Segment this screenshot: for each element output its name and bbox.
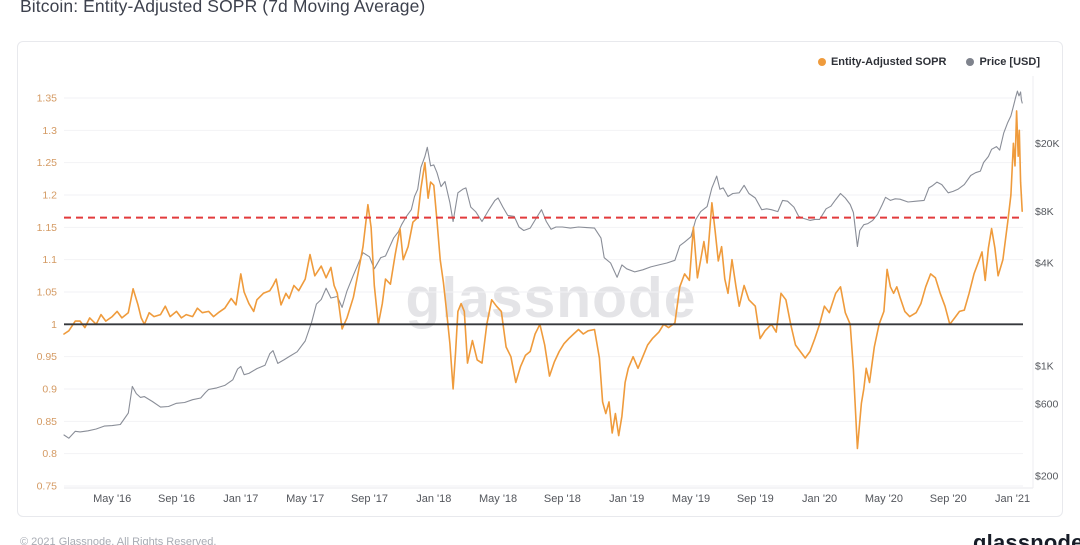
chart-card: Entity-Adjusted SOPR Price [USD] glassno… [17,41,1063,517]
copyright-text: © 2021 Glassnode. All Rights Reserved. [20,536,217,545]
chart-canvas[interactable]: 1.35 1.3 1.25 1.2 1.15 1.1 1.05 1 0.95 0.9 0.85 0.8… [18,42,1064,518]
svg-text:$600: $600 [1035,398,1059,410]
svg-text:0.9: 0.9 [42,384,57,396]
legend-item-sopr[interactable]: Entity-Adjusted SOPR [817,56,947,68]
legend-item-price[interactable]: Price [USD] [966,56,1040,68]
svg-text:Jan '19: Jan '19 [609,493,644,505]
svg-text:Sep '19: Sep '19 [737,493,774,505]
legend-dot-price-icon [966,58,975,66]
svg-text:0.85: 0.85 [37,416,58,428]
svg-text:Jan '20: Jan '20 [802,493,837,505]
svg-text:1.2: 1.2 [42,190,57,202]
legend-label-price: Price [USD] [979,56,1040,68]
svg-text:May '19: May '19 [672,493,710,505]
svg-text:0.8: 0.8 [42,448,57,460]
svg-text:$20K: $20K [1035,138,1060,150]
svg-text:Sep '16: Sep '16 [158,493,195,505]
svg-text:1.3: 1.3 [42,125,57,137]
svg-text:Jan '21: Jan '21 [995,493,1030,505]
svg-text:May '18: May '18 [479,493,517,505]
svg-text:0.95: 0.95 [37,351,58,363]
svg-text:Jan '17: Jan '17 [223,493,258,505]
svg-text:Sep '17: Sep '17 [351,493,388,505]
svg-text:May '17: May '17 [286,493,324,505]
svg-text:0.75: 0.75 [37,481,58,493]
svg-text:$1K: $1K [1035,361,1054,373]
svg-text:Sep '18: Sep '18 [544,493,581,505]
svg-text:Jan '18: Jan '18 [416,493,451,505]
page-title: Bitcoin: Entity-Adjusted SOPR (7d Moving… [20,0,426,16]
legend-dot-sopr-icon [817,58,826,66]
svg-text:1.05: 1.05 [37,287,58,299]
svg-text:1: 1 [51,319,57,331]
chart-legend: Entity-Adjusted SOPR Price [USD] [817,56,1040,68]
svg-text:May '16: May '16 [93,493,131,505]
legend-label-sopr: Entity-Adjusted SOPR [830,56,947,68]
glassnode-logo[interactable]: glassnode [973,530,1080,545]
svg-text:1.35: 1.35 [37,93,58,105]
svg-text:May '20: May '20 [865,493,903,505]
svg-text:$200: $200 [1035,471,1059,483]
svg-text:1.25: 1.25 [37,157,58,169]
svg-text:Sep '20: Sep '20 [930,493,967,505]
svg-text:1.15: 1.15 [37,222,58,234]
svg-text:$8K: $8K [1035,206,1054,218]
svg-text:$4K: $4K [1035,258,1054,270]
svg-text:1.1: 1.1 [42,254,57,266]
